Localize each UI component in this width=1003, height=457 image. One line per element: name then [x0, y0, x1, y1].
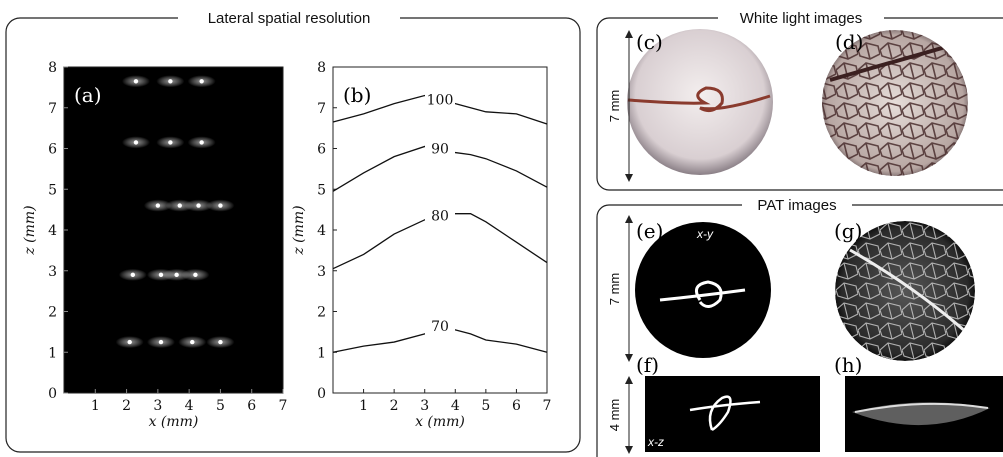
y-tick-label: 5 — [48, 182, 57, 198]
panel-label: (b) — [343, 83, 371, 107]
point — [199, 140, 204, 145]
point — [168, 79, 173, 84]
y-tick-label: 7 — [317, 101, 326, 117]
panel-label: (f) — [636, 353, 659, 377]
y-tick-label: 6 — [317, 142, 326, 158]
pat-wire — [689, 395, 761, 432]
y-tick-label: 7 — [48, 101, 57, 117]
x-tick-label: 7 — [543, 398, 552, 414]
point — [193, 272, 198, 278]
pat-wire-xy — [635, 222, 771, 358]
x-tick-label: 7 — [279, 398, 288, 414]
y-axis-label: z (mm) — [291, 205, 307, 255]
point — [155, 203, 161, 208]
plot-area — [63, 66, 284, 394]
scale-label: 4 mm — [607, 399, 622, 432]
x-tick-label: 3 — [153, 398, 162, 414]
contour-label-bg — [425, 90, 455, 109]
point — [158, 272, 164, 278]
x-tick-label: 2 — [390, 398, 399, 414]
point — [133, 79, 139, 84]
y-axis-label: z (mm) — [22, 205, 38, 255]
x-tick-label: 6 — [247, 398, 256, 414]
wire — [627, 86, 771, 113]
y-tick-label: 5 — [317, 182, 326, 198]
panel-label: (c) — [636, 30, 663, 54]
pat-wire — [659, 280, 746, 308]
x-tick-label: 3 — [420, 398, 429, 414]
y-tick-label: 2 — [48, 305, 57, 321]
x-tick-label: 6 — [512, 398, 521, 414]
contour-label-bg — [425, 206, 455, 225]
point — [218, 203, 223, 208]
point — [130, 272, 136, 278]
y-tick-label: 0 — [317, 386, 326, 402]
y-tick-label: 8 — [317, 60, 326, 76]
point — [127, 339, 132, 345]
y-tick-label: 0 — [48, 386, 57, 402]
x-tick-label: 4 — [451, 398, 460, 414]
y-tick-label: 3 — [317, 264, 326, 280]
annotation: x-y — [696, 227, 714, 241]
point — [218, 339, 223, 345]
x-tick-label: 4 — [185, 398, 194, 414]
contour-label: 80 — [431, 209, 449, 225]
contour-label: 70 — [431, 319, 449, 335]
annotation: x-z — [647, 435, 664, 449]
x-tick-label: 5 — [216, 398, 225, 414]
photo-leaf — [822, 30, 968, 176]
scale-label: 7 mm — [607, 90, 622, 123]
pat-wire-xz — [645, 376, 820, 452]
point — [190, 339, 195, 345]
x-tick-label: 1 — [359, 398, 368, 414]
x-axis-label: x (mm) — [149, 414, 199, 430]
panel-label: (a) — [74, 83, 102, 107]
y-tick-label: 2 — [317, 305, 326, 321]
point — [158, 339, 164, 345]
point — [196, 203, 201, 208]
y-tick-label: 6 — [48, 142, 57, 158]
x-tick-label: 1 — [91, 398, 100, 414]
panel-label: (g) — [834, 219, 862, 243]
y-tick-label: 1 — [317, 345, 326, 361]
contour-label: 100 — [427, 93, 454, 109]
section-title: White light images — [740, 10, 863, 27]
plot-area — [332, 66, 548, 394]
point — [168, 140, 173, 145]
y-tick-label: 1 — [48, 345, 57, 361]
point — [177, 203, 182, 208]
y-tick-label: 4 — [48, 223, 57, 239]
contour-label-bg — [425, 139, 455, 158]
x-tick-label: 2 — [122, 398, 131, 414]
pat-leaf-section — [854, 402, 989, 413]
x-tick-label: 5 — [481, 398, 490, 414]
contour-label: 90 — [431, 142, 449, 158]
section-title: PAT images — [757, 197, 836, 214]
y-tick-label: 3 — [48, 264, 57, 280]
panel-label: (h) — [834, 353, 863, 377]
x-axis-label: x (mm) — [415, 414, 465, 430]
y-tick-label: 4 — [317, 223, 326, 239]
panel-label: (e) — [636, 219, 663, 243]
y-tick-label: 8 — [48, 60, 57, 76]
pat-leaf — [835, 221, 975, 361]
point — [199, 79, 204, 84]
contour-label-bg — [425, 316, 455, 335]
point — [174, 272, 179, 278]
point — [133, 140, 139, 145]
panel-label: (d) — [835, 30, 863, 54]
scale-label: 7 mm — [607, 273, 622, 306]
section-title: Lateral spatial resolution — [208, 10, 371, 27]
pat-leaf-section — [852, 402, 990, 426]
